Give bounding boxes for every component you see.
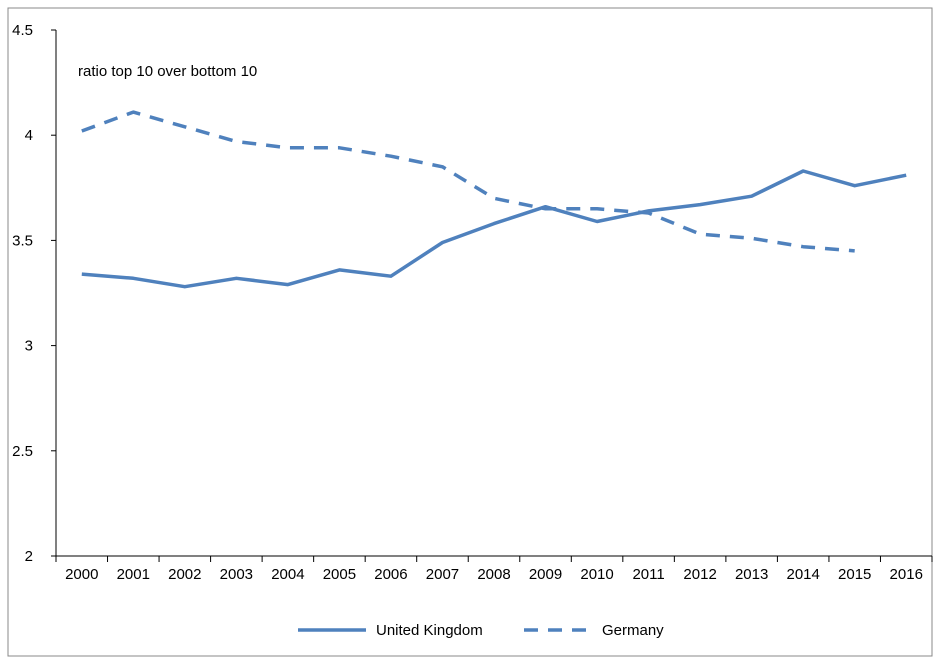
x-tick-label: 2010	[580, 566, 613, 583]
x-tick-label: 2011	[632, 566, 664, 583]
y-tick-label: 3	[25, 338, 33, 355]
axes	[51, 29, 933, 562]
y-tick-labels: 2 2.5 3 3.5 4 4.5	[12, 22, 33, 565]
x-tick-label: 2012	[683, 566, 716, 583]
x-tick-label: 2016	[890, 566, 923, 583]
x-tick-label: 2008	[477, 566, 510, 583]
x-tick-label: 2015	[838, 566, 871, 583]
legend-label: United Kingdom	[376, 622, 483, 639]
series-line-united-kingdom	[81, 169, 907, 289]
x-tick-label: 2003	[220, 566, 253, 583]
x-tick-label: 2007	[426, 566, 459, 583]
x-tick-label: 2005	[323, 566, 356, 583]
legend-label: Germany	[602, 622, 664, 639]
y-tick-label: 3.5	[12, 232, 33, 249]
chart-annotation: ratio top 10 over bottom 10	[78, 63, 257, 80]
x-tick-label: 2013	[735, 566, 768, 583]
y-tick-label: 4	[25, 127, 33, 144]
y-tick-label: 2.5	[12, 443, 33, 460]
y-tick-label: 4.5	[12, 22, 33, 39]
x-tick-labels: 2000 2001 2002 2003 2004 2005 2006 2007 2008 2009…	[65, 566, 923, 583]
y-tick-label: 2	[25, 548, 33, 565]
x-tick-label: 2004	[271, 566, 304, 583]
x-tick-label: 2009	[529, 566, 562, 583]
x-tick-label: 2014	[786, 566, 819, 583]
x-tick-label: 2006	[374, 566, 407, 583]
x-tick-label: 2001	[117, 566, 150, 583]
legend: United Kingdom Germany	[298, 622, 664, 639]
series-lines	[81, 110, 907, 289]
x-tick-label: 2000	[65, 566, 98, 583]
chart-frame	[7, 7, 933, 657]
x-tick-label: 2002	[168, 566, 201, 583]
